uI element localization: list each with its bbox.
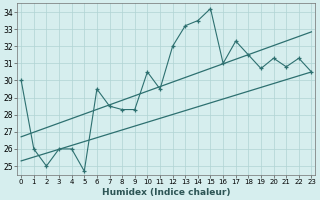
- X-axis label: Humidex (Indice chaleur): Humidex (Indice chaleur): [102, 188, 231, 197]
